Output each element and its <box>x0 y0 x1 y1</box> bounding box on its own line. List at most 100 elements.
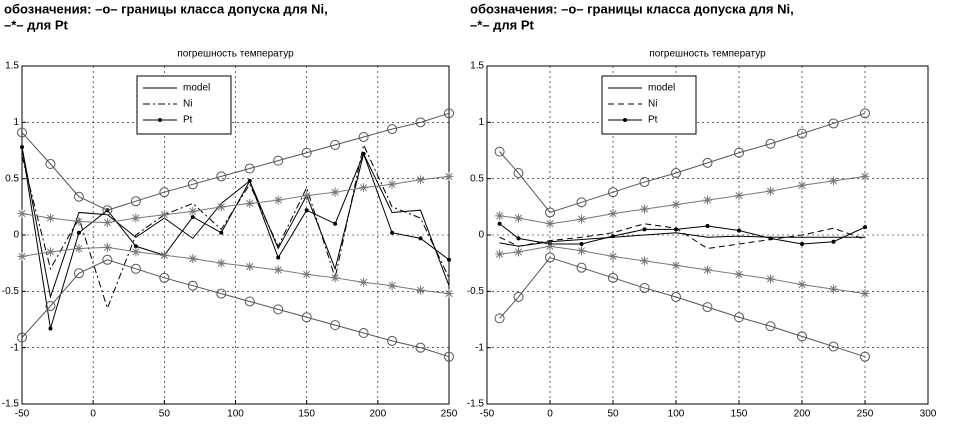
marker-circle <box>639 282 650 293</box>
marker-circle <box>415 342 426 353</box>
marker-circle <box>216 171 227 182</box>
marker-circle <box>102 254 113 265</box>
marker-star <box>17 251 27 261</box>
marker-dot <box>611 234 615 239</box>
marker-dot <box>133 244 138 249</box>
y-tick-label: -1.5 <box>467 399 485 410</box>
marker-star <box>860 289 870 299</box>
marker-star <box>640 256 649 266</box>
marker-star <box>387 179 397 189</box>
marker-circle <box>797 128 807 139</box>
marker-star <box>359 183 369 193</box>
marker-circle <box>17 332 27 343</box>
legend-label: model <box>183 83 210 94</box>
y-tick-label: 1 <box>478 117 484 128</box>
marker-dot <box>390 230 395 235</box>
marker-dot <box>737 228 741 233</box>
marker-circle <box>301 312 312 323</box>
x-tick-label: 200 <box>794 409 811 420</box>
x-tick-label: -50 <box>480 409 495 420</box>
marker-dot <box>333 221 338 226</box>
marker-circle <box>216 288 227 299</box>
marker-star <box>416 175 426 185</box>
marker-circle <box>273 304 284 315</box>
marker-circle <box>765 138 776 149</box>
marker-star <box>608 251 618 261</box>
y-tick-label: -1 <box>475 342 484 353</box>
marker-circle <box>494 146 505 157</box>
marker-star <box>703 195 712 205</box>
axes-title: погрешность температур <box>177 49 294 60</box>
marker-circle <box>444 351 454 362</box>
marker-dot <box>418 236 423 241</box>
marker-star <box>245 198 255 208</box>
marker-circle <box>576 197 587 208</box>
series-line <box>21 259 450 358</box>
marker-star <box>495 211 505 221</box>
marker-dot <box>516 236 521 241</box>
marker-star <box>216 258 226 268</box>
marker-star <box>495 249 505 259</box>
marker-star <box>829 176 838 186</box>
legend-label: Pt <box>648 115 658 126</box>
axes-frame <box>486 65 929 405</box>
marker-star <box>416 285 426 295</box>
marker-circle <box>45 300 56 311</box>
marker-star <box>829 284 838 294</box>
marker-dot <box>705 223 710 228</box>
axes-frame <box>21 65 450 405</box>
marker-circle <box>187 179 198 190</box>
marker-circle <box>608 272 618 283</box>
caption: обозначения: –o– границы класса допуска … <box>470 1 794 16</box>
marker-dot <box>247 178 252 183</box>
marker-dot <box>20 145 24 150</box>
series-line <box>499 256 866 358</box>
axes-title: погрешность температур <box>649 49 766 60</box>
marker-circle <box>608 187 618 198</box>
y-tick-label: 0 <box>13 230 19 241</box>
marker-circle <box>387 124 398 135</box>
legend-label: Ni <box>648 99 657 110</box>
marker-star <box>766 186 775 196</box>
marker-circle <box>671 291 681 302</box>
marker-star <box>45 247 55 257</box>
marker-dot <box>642 227 647 232</box>
y-tick-label: -1 <box>10 342 19 353</box>
marker-star <box>671 260 681 270</box>
marker-circle <box>702 157 713 168</box>
marker-circle <box>860 108 870 119</box>
marker-dot <box>190 214 195 219</box>
y-tick-label: -0.5 <box>467 286 485 297</box>
marker-circle <box>860 351 870 362</box>
marker-dot <box>497 221 502 226</box>
series-line <box>499 232 865 247</box>
marker-circle <box>73 191 84 202</box>
marker-star <box>330 187 340 197</box>
marker-circle <box>828 341 839 352</box>
marker-circle <box>187 280 198 291</box>
marker-circle <box>513 168 524 179</box>
x-tick-label: 250 <box>857 409 874 420</box>
marker-circle <box>734 312 744 323</box>
marker-dot <box>768 236 773 241</box>
marker-star <box>102 242 112 252</box>
marker-dot <box>219 230 224 235</box>
marker-star <box>671 200 681 210</box>
y-tick-label: 1 <box>13 117 19 128</box>
marker-circle <box>130 196 141 207</box>
marker-dot <box>579 242 584 247</box>
marker-circle <box>159 272 170 283</box>
marker-star <box>577 214 586 224</box>
marker-dot <box>674 227 678 232</box>
marker-circle <box>545 207 555 218</box>
marker-star <box>188 254 198 264</box>
marker-dot <box>276 255 281 260</box>
series-line <box>21 175 450 224</box>
marker-star <box>273 265 283 275</box>
x-tick-label: 100 <box>227 409 244 420</box>
marker-circle <box>45 159 56 170</box>
legend-marker <box>158 118 162 122</box>
marker-circle <box>358 131 369 142</box>
marker-star <box>17 209 27 219</box>
